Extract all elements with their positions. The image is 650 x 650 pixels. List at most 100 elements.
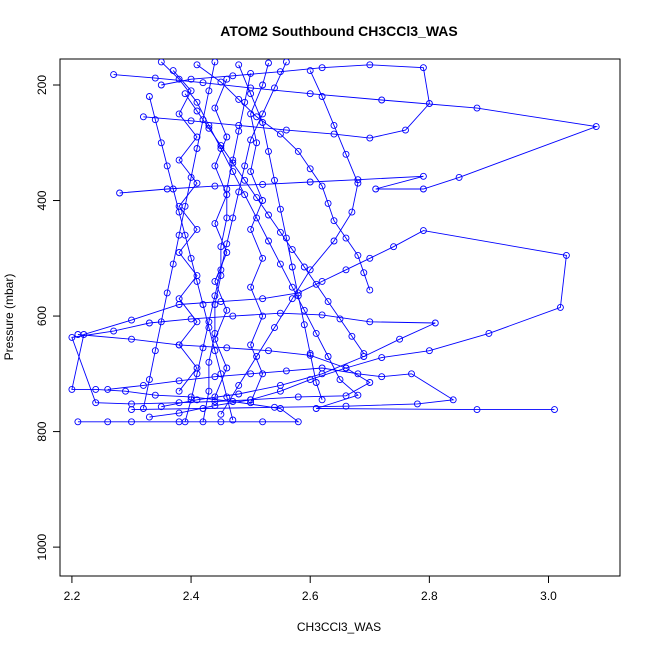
data-point xyxy=(74,418,82,426)
series-16 xyxy=(169,67,201,395)
data-point xyxy=(205,87,213,95)
data-point xyxy=(396,335,404,343)
data-point xyxy=(455,173,463,181)
data-point xyxy=(205,387,213,395)
data-point xyxy=(282,126,290,134)
data-point xyxy=(110,71,118,79)
series-line xyxy=(107,367,455,411)
data-point xyxy=(556,303,564,311)
data-point xyxy=(151,347,159,355)
data-point xyxy=(348,332,356,340)
data-point xyxy=(211,220,219,228)
series-line xyxy=(220,70,359,415)
series-line xyxy=(214,79,228,398)
data-point xyxy=(211,301,219,308)
data-point xyxy=(199,344,207,352)
data-point xyxy=(205,124,213,132)
data-point xyxy=(271,176,278,184)
data-point xyxy=(157,139,165,147)
series-line xyxy=(113,74,598,194)
series-line xyxy=(202,73,252,422)
data-point xyxy=(259,312,267,320)
data-point xyxy=(193,107,201,115)
data-point xyxy=(473,104,481,112)
data-point xyxy=(354,251,362,259)
data-point xyxy=(431,319,439,327)
series-line xyxy=(250,62,269,403)
data-point xyxy=(187,254,195,262)
data-point xyxy=(128,406,135,414)
data-point xyxy=(235,188,243,196)
data-point xyxy=(193,318,201,326)
data-point xyxy=(294,147,302,155)
data-point xyxy=(211,373,219,381)
data-point xyxy=(282,59,290,66)
data-point xyxy=(288,283,296,291)
data-point xyxy=(235,390,243,398)
data-point xyxy=(318,93,326,100)
data-point xyxy=(378,373,386,381)
data-point xyxy=(223,240,231,248)
data-point xyxy=(312,280,320,288)
data-point xyxy=(157,59,165,66)
data-point xyxy=(205,318,213,326)
data-point xyxy=(342,150,350,158)
data-point xyxy=(175,156,183,164)
series-line xyxy=(184,61,287,422)
data-point xyxy=(276,130,284,138)
x-axis-label: CH3CCl3_WAS xyxy=(297,620,381,634)
series-layer xyxy=(68,59,600,426)
x-tick-label: 2.4 xyxy=(183,589,200,603)
series-0 xyxy=(68,227,570,426)
data-point xyxy=(193,225,201,233)
data-point xyxy=(151,74,159,82)
data-point xyxy=(288,246,296,254)
data-point xyxy=(247,399,255,407)
data-point xyxy=(378,96,386,104)
series-15 xyxy=(247,59,272,407)
data-point xyxy=(318,396,326,404)
data-point xyxy=(378,354,386,362)
data-point xyxy=(235,61,243,69)
y-tick-label: 600 xyxy=(35,306,49,326)
data-point xyxy=(193,145,201,152)
data-point xyxy=(187,315,195,323)
data-point xyxy=(139,113,147,121)
data-point xyxy=(271,324,278,332)
data-point xyxy=(229,72,237,80)
data-point xyxy=(306,90,314,98)
data-point xyxy=(199,301,207,308)
data-point xyxy=(306,178,314,186)
data-point xyxy=(330,121,338,129)
series-line xyxy=(143,64,430,139)
x-tick-label: 2.2 xyxy=(64,589,81,603)
data-point xyxy=(324,199,332,207)
y-tick-label: 200 xyxy=(35,75,49,95)
data-point xyxy=(259,180,267,188)
y-tick-label: 400 xyxy=(35,190,49,210)
data-point xyxy=(241,176,249,184)
data-point xyxy=(360,350,368,358)
series-2 xyxy=(157,59,558,414)
data-point xyxy=(145,93,153,100)
data-point xyxy=(247,168,255,176)
series-line xyxy=(172,70,198,392)
data-point xyxy=(247,69,255,77)
data-point xyxy=(211,335,219,343)
data-point xyxy=(265,147,272,155)
data-point xyxy=(276,260,284,268)
data-point xyxy=(390,243,398,251)
data-point xyxy=(247,283,255,291)
series-line xyxy=(148,96,234,421)
data-point xyxy=(562,251,570,259)
data-point xyxy=(342,234,350,242)
data-point xyxy=(485,329,493,337)
data-point xyxy=(366,318,374,326)
data-point xyxy=(199,116,207,124)
data-point xyxy=(241,162,249,170)
data-point xyxy=(223,306,231,314)
data-point xyxy=(259,370,267,378)
data-point xyxy=(330,130,338,138)
data-point xyxy=(128,316,135,324)
data-point xyxy=(217,272,225,280)
